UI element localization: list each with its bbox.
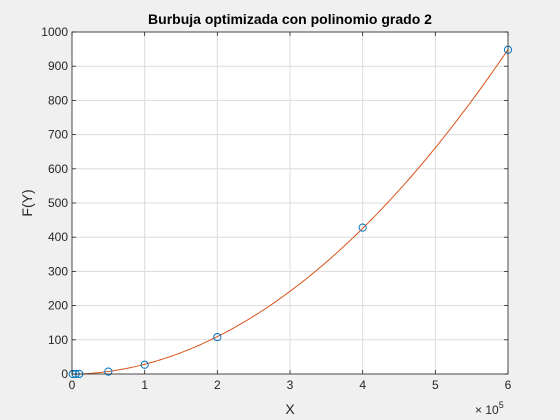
data-point-marker — [213, 332, 222, 342]
y-tick-label: 900 — [48, 59, 68, 73]
y-tick-label: 600 — [48, 162, 68, 176]
data-point-marker — [104, 367, 113, 376]
y-tick-label: 400 — [48, 230, 68, 244]
x-tick-labels: 0 1 2 3 4 5 6 — [69, 378, 512, 392]
y-tick-label: 1000 — [41, 25, 68, 39]
y-tick-label: 300 — [48, 264, 68, 278]
x-axis-exponent-base: × 10 — [475, 403, 499, 417]
x-axis-exponent-power: 5 — [499, 400, 504, 410]
y-axis-label: F(Y) — [19, 189, 35, 216]
chart-title: Burbuja optimizada con polinomio grado 2 — [148, 11, 432, 27]
y-tick-label: 200 — [48, 299, 68, 313]
x-tick-label: 4 — [359, 378, 366, 392]
x-axis-label: X — [285, 401, 295, 417]
fit-curve — [72, 49, 509, 375]
x-tick-label: 3 — [287, 378, 294, 392]
x-tick-label: 6 — [505, 378, 512, 392]
y-tick-label: 700 — [48, 128, 68, 142]
x-tick-label: 2 — [214, 378, 221, 392]
y-tick-label: 800 — [48, 93, 68, 107]
y-tick-labels: 0 100 200 300 400 500 600 700 800 900 1000 — [41, 25, 68, 381]
fit-curve-layer — [72, 49, 509, 375]
y-tick-label: 100 — [48, 333, 68, 347]
y-tick-label: 0 — [61, 367, 68, 381]
x-tick-label: 0 — [69, 378, 76, 392]
x-tick-label: 1 — [141, 378, 148, 392]
y-tick-label: 500 — [48, 196, 68, 210]
data-point-marker — [358, 223, 367, 232]
x-tick-label: 5 — [432, 378, 439, 392]
data-point-marker — [140, 360, 149, 369]
x-axis-exponent: × 105 — [475, 400, 504, 417]
axis-ticks — [71, 31, 509, 375]
